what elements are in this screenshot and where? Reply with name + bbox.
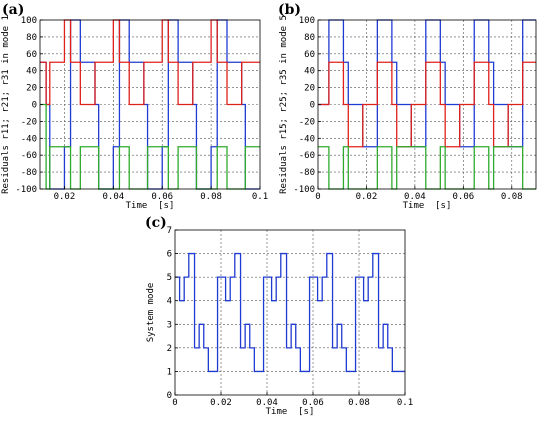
x-tick-label: 0 [172,398,177,408]
y-tick-label: 5 [167,273,172,283]
x-tick-label: 0.08 [200,192,222,202]
x-tick-label: 0.08 [501,192,523,202]
x-tick-label: 0.02 [210,398,232,408]
x-axis-label: Time [s] [266,407,315,417]
x-tick-label: 0.02 [54,192,76,202]
panel-c-letter: (c) [145,215,167,231]
plot-frame [174,229,406,396]
x-tick-label: 0.06 [302,398,324,408]
y-tick-label: -100 [15,185,37,195]
y-tick-label: 3 [167,320,172,330]
x-tick-label: 0 [315,192,320,202]
y-tick-label: -100 [293,185,315,195]
y-tick-label: -60 [21,151,37,161]
x-axis-label: Time [s] [126,201,175,211]
x-tick-label: 0.06 [452,192,474,202]
y-tick-label: -20 [21,117,37,127]
panel-b-letter: (b) [278,2,301,18]
y-tick-label: -40 [21,134,37,144]
y-tick-label: 6 [167,250,172,260]
y-tick-label: 100 [21,16,37,26]
y-tick-label: 0 [310,101,315,111]
y-axis-label: System mode [146,283,156,343]
x-tick-label: 0.02 [356,192,378,202]
x-tick-label: 0.08 [348,398,370,408]
series-0-line [40,19,260,190]
y-tick-label: 40 [304,67,315,77]
y-tick-label: 0 [167,391,172,401]
x-tick-label: 0.04 [256,398,278,408]
panel-a: (a) 0.02 0.04 0.06 0.08 0.1 -100 -80 -60 -40 -20 0… [1,2,268,211]
y-tick-label: 40 [26,67,37,77]
y-tick-label: -40 [299,134,315,144]
x-tick-label: 0.04 [404,192,426,202]
series-1-line [318,61,536,148]
y-tick-label: 100 [299,16,315,26]
y-tick-label: -80 [21,168,37,178]
y-tick-label: -20 [299,117,315,127]
x-tick-label: 0.1 [252,192,268,202]
y-axis-label: Residuals r11; r21; r31 in mode 1 [1,15,11,194]
y-tick-label: 4 [167,297,172,307]
series-0-line [318,19,536,148]
x-tick-label: 0.1 [397,398,413,408]
x-tick-label: 0.06 [151,192,173,202]
y-tick-label: 0 [32,101,37,111]
y-tick-label: 60 [304,50,315,60]
y-tick-label: -60 [299,151,315,161]
y-tick-label: 20 [26,84,37,94]
panel-c: (c) 0 0.02 0.04 0.06 0.08 0.1 0 1 2 3 4 5 6 7 Time [s]… [145,215,413,417]
y-tick-label: 20 [304,84,315,94]
y-tick-label: 80 [304,33,315,43]
y-axis-label: Residuals r15; r25; r35 in mode 5 [279,15,289,194]
x-axis-label: Time [s] [403,201,452,211]
series-0-line [175,252,405,373]
x-tick-label: 0.04 [102,192,124,202]
y-tick-label: -80 [299,168,315,178]
y-tick-label: 7 [167,226,172,236]
series-2-line [318,146,536,190]
panel-b: (b) 0 0.02 0.04 0.06 0.08 -100 -80 -60 -40 -20 0 20… [278,2,537,211]
y-tick-label: 2 [167,344,172,354]
y-tick-label: 80 [26,33,37,43]
panel-a-letter: (a) [2,2,24,18]
series-2-line [40,103,260,190]
y-tick-label: 60 [26,50,37,60]
y-tick-label: 1 [167,367,172,377]
